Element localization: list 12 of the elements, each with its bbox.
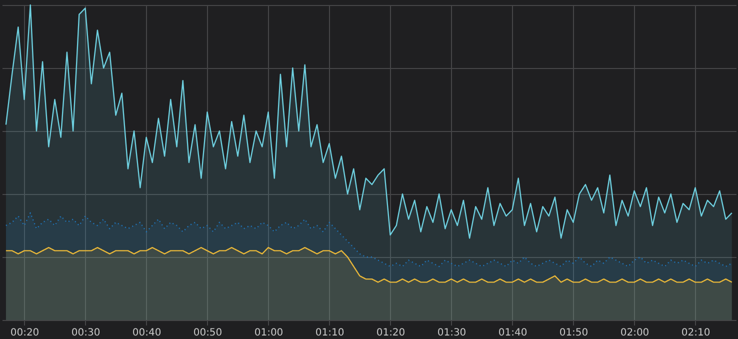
x-tick-label: 02:10 bbox=[681, 328, 710, 338]
x-tick-label: 01:30 bbox=[437, 328, 466, 338]
x-tick-label: 00:20 bbox=[10, 328, 40, 338]
x-tick-label: 02:00 bbox=[620, 328, 650, 338]
x-tick-label: 01:50 bbox=[559, 328, 588, 338]
x-tick-label: 01:20 bbox=[376, 328, 406, 338]
x-tick-label: 01:40 bbox=[498, 328, 528, 338]
x-tick-label: 01:00 bbox=[254, 328, 284, 338]
x-tick-label: 00:30 bbox=[71, 328, 100, 338]
x-tick-label: 01:10 bbox=[315, 328, 344, 338]
x-tick-label: 00:50 bbox=[193, 328, 222, 338]
x-tick-label: 00:40 bbox=[132, 328, 162, 338]
